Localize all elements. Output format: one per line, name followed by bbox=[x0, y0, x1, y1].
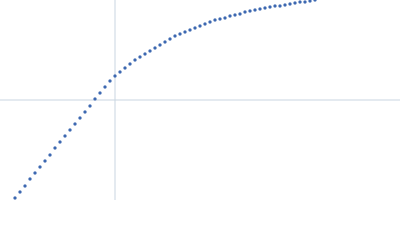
point bbox=[233, 13, 237, 17]
point bbox=[58, 140, 62, 144]
point bbox=[303, 0, 307, 4]
point bbox=[168, 37, 172, 41]
point bbox=[278, 4, 282, 8]
point bbox=[273, 4, 277, 8]
point bbox=[73, 122, 77, 126]
point bbox=[133, 58, 137, 62]
point bbox=[283, 3, 287, 7]
point bbox=[108, 79, 112, 83]
point bbox=[158, 43, 162, 47]
point bbox=[173, 34, 177, 38]
point bbox=[98, 91, 102, 95]
point bbox=[88, 104, 92, 108]
point bbox=[178, 32, 182, 36]
point bbox=[243, 10, 247, 14]
point bbox=[103, 85, 107, 89]
point bbox=[193, 26, 197, 30]
point bbox=[228, 14, 232, 18]
point bbox=[128, 62, 132, 66]
point bbox=[138, 55, 142, 59]
point bbox=[63, 134, 67, 138]
point bbox=[43, 159, 47, 163]
point bbox=[153, 46, 157, 50]
point bbox=[68, 128, 72, 132]
point bbox=[93, 97, 97, 101]
point bbox=[48, 153, 52, 157]
point bbox=[123, 66, 127, 70]
point bbox=[33, 171, 37, 175]
point bbox=[148, 49, 152, 53]
point bbox=[143, 52, 147, 56]
point bbox=[308, 0, 312, 3]
point bbox=[238, 12, 242, 16]
point bbox=[188, 28, 192, 32]
point bbox=[83, 110, 87, 114]
point bbox=[198, 24, 202, 28]
point bbox=[183, 30, 187, 34]
point bbox=[13, 196, 17, 200]
point bbox=[263, 6, 267, 10]
point bbox=[203, 22, 207, 26]
point bbox=[28, 177, 32, 181]
chart bbox=[0, 0, 400, 200]
point bbox=[113, 74, 117, 78]
point bbox=[218, 17, 222, 21]
point bbox=[253, 8, 257, 12]
point bbox=[288, 2, 292, 6]
point bbox=[293, 1, 297, 5]
point bbox=[18, 190, 22, 194]
point bbox=[53, 146, 57, 150]
point bbox=[213, 18, 217, 22]
point bbox=[163, 40, 167, 44]
point bbox=[23, 184, 27, 188]
point bbox=[298, 0, 302, 4]
point bbox=[268, 5, 272, 9]
point bbox=[118, 70, 122, 74]
point bbox=[78, 116, 82, 120]
point bbox=[258, 7, 262, 11]
point bbox=[223, 16, 227, 20]
point bbox=[208, 20, 212, 24]
point bbox=[248, 9, 252, 13]
point bbox=[38, 165, 42, 169]
point bbox=[313, 0, 317, 2]
